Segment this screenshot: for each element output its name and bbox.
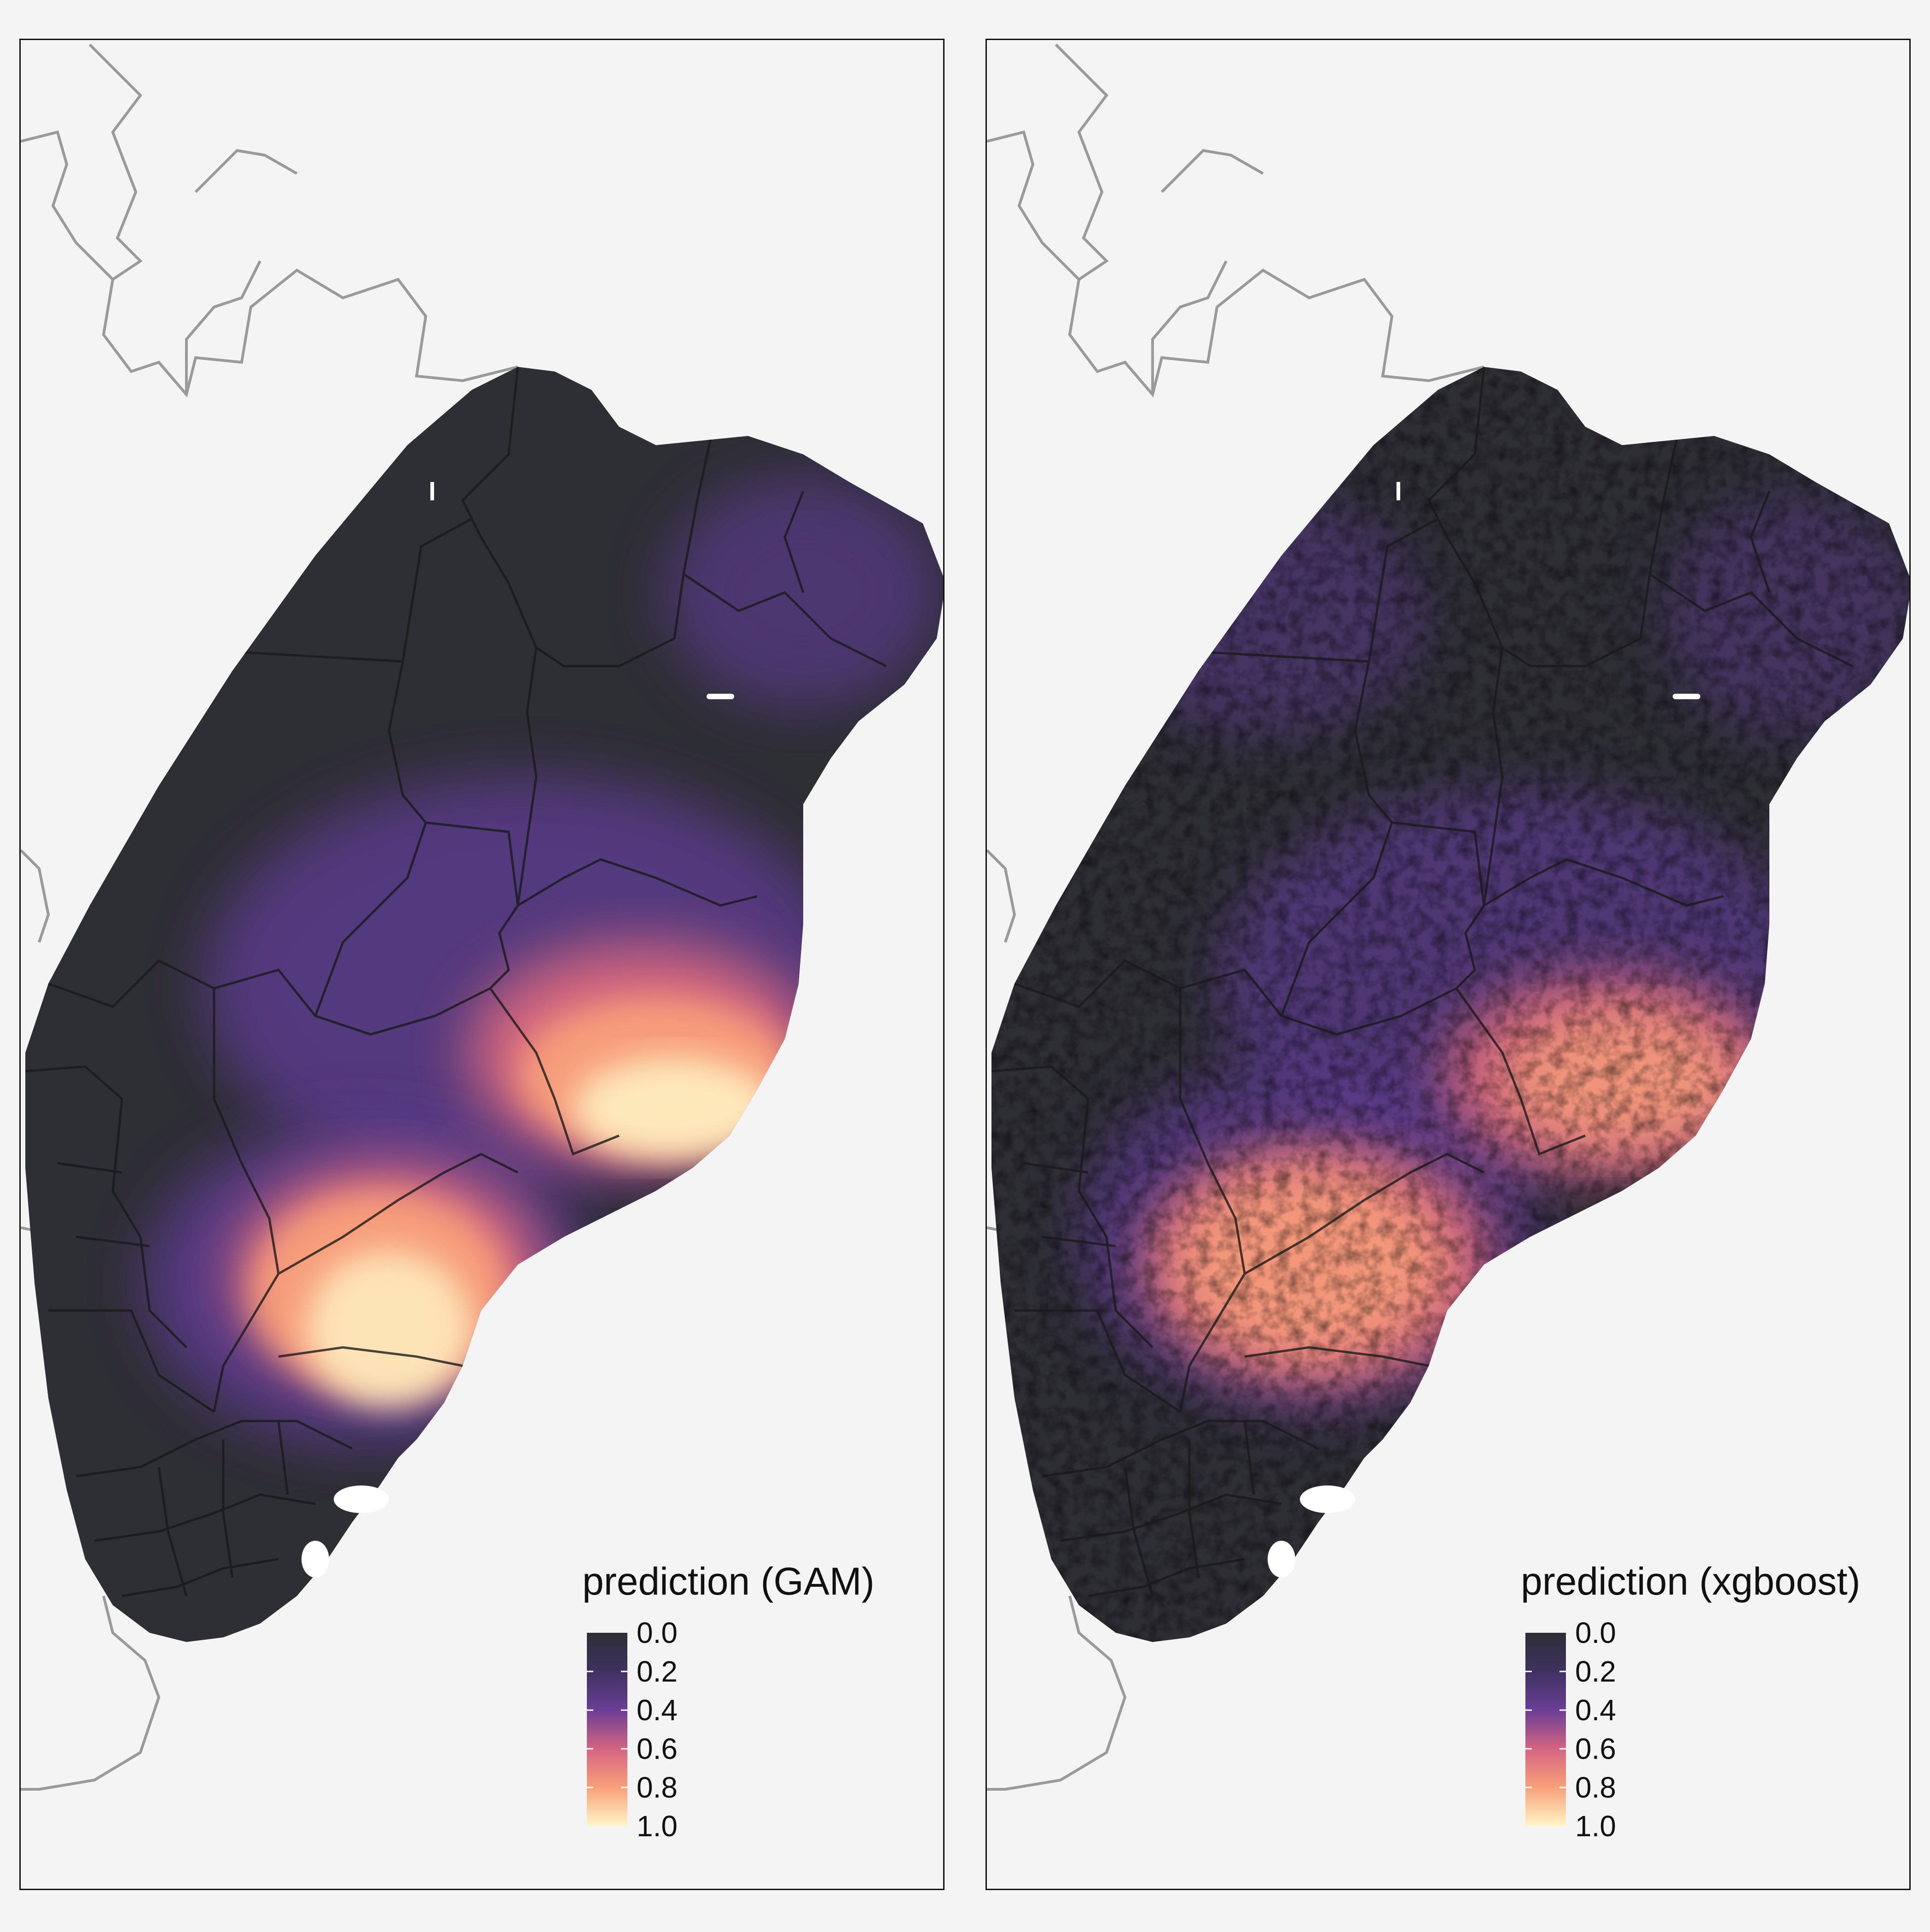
legend-tick-2: 0.4 (1575, 1694, 1616, 1727)
legend-tick-5: 1.0 (1575, 1810, 1616, 1843)
legend-tick-5: 1.0 (637, 1810, 678, 1843)
colorbar (587, 1633, 627, 1826)
map-panel-xgboost: prediction (xgboost) 0.0 0. (985, 39, 1911, 1890)
legend-tick-3: 0.6 (637, 1732, 678, 1765)
lagoons (301, 482, 734, 1578)
legend-tick-1: 0.2 (1575, 1655, 1616, 1688)
legend-tick-1: 0.2 (637, 1655, 678, 1688)
legend-title: prediction (xgboost) (1521, 1560, 1860, 1603)
legend-tick-0: 0.0 (637, 1616, 678, 1649)
legend-tick-4: 0.8 (1575, 1771, 1616, 1804)
legend-gam: prediction (GAM) 0.0 0.2 (582, 1559, 932, 1881)
legend-tick-0: 0.0 (1575, 1616, 1616, 1649)
country-borders (987, 43, 1484, 1791)
state-borders (991, 367, 1853, 1597)
map-panel-gam: prediction (GAM) 0.0 0.2 (19, 39, 945, 1890)
prediction-map-gam (21, 43, 943, 1791)
lagoons (1268, 482, 1700, 1578)
colorbar (1525, 1633, 1566, 1826)
prediction-map-xgboost (987, 43, 1909, 1791)
legend-tick-4: 0.8 (637, 1771, 678, 1804)
legend-tick-2: 0.4 (637, 1694, 678, 1727)
legend-xgboost: prediction (xgboost) 0.0 0. (1521, 1559, 1871, 1881)
state-borders (25, 367, 887, 1597)
legend-tick-3: 0.6 (1575, 1732, 1616, 1765)
country-borders (21, 43, 518, 1791)
legend-title: prediction (GAM) (582, 1560, 875, 1603)
